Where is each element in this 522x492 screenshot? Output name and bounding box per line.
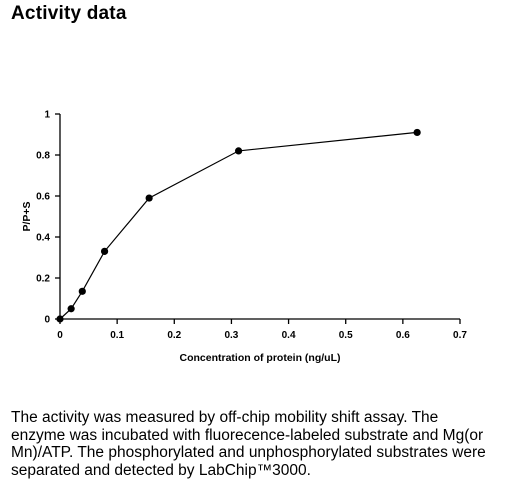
data-point — [78, 287, 86, 295]
data-point — [145, 194, 153, 202]
x-tick-label: 0.4 — [282, 330, 296, 341]
series-line — [59, 131, 418, 320]
data-point — [100, 247, 109, 255]
y-tick-label: 1 — [44, 110, 50, 121]
chart-axes — [55, 113, 461, 324]
chart-series — [56, 128, 421, 323]
y-tick-label: 0.6 — [36, 192, 50, 203]
x-tick-label: 0.2 — [167, 330, 181, 341]
data-point — [234, 147, 243, 155]
x-tick-label: 0.3 — [224, 330, 238, 341]
x-axis-title: Concentration of protein (ng/uL) — [180, 352, 341, 364]
x-tick-label: 0.1 — [110, 330, 124, 341]
y-tick-label: 0.8 — [36, 151, 50, 162]
activity-chart: 0 0.1 0.2 0.3 0.4 0.5 0.6 0.7 0 0.2 0.4 0.6 0.8 1 Con… — [21, 110, 467, 365]
data-point — [413, 128, 421, 137]
data-point — [67, 305, 75, 313]
data-point — [56, 315, 64, 323]
x-tick-label: 0.7 — [453, 330, 467, 341]
chart-tick-labels: 0 0.1 0.2 0.3 0.4 0.5 0.6 0.7 0 0.2 0.4 0.6 0.8 1 — [36, 110, 467, 342]
x-tick-label: 0.5 — [339, 330, 353, 341]
y-tick-label: 0.2 — [36, 274, 50, 285]
y-axis-title: P/P+S — [21, 201, 33, 231]
x-tick-label: 0.6 — [396, 330, 410, 341]
y-tick-label: 0 — [44, 315, 50, 326]
page-title: Activity data — [11, 3, 127, 24]
description-caption: The activity was measured by off-chip mo… — [11, 409, 486, 479]
y-tick-label: 0.4 — [36, 233, 50, 244]
x-tick-label: 0 — [57, 330, 63, 341]
